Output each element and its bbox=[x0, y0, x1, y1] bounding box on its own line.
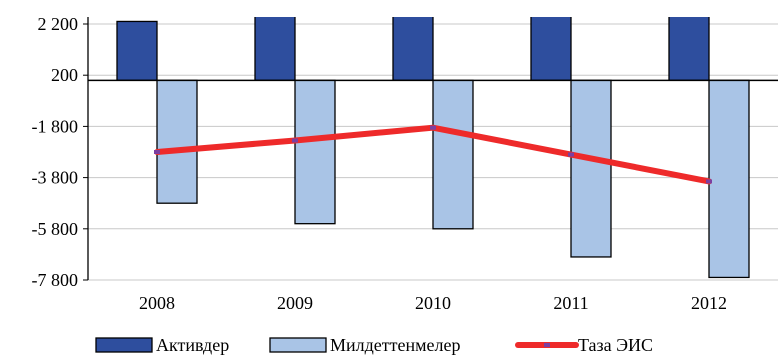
bar-liabilities-2011 bbox=[570, 79, 612, 258]
line-point-2009 bbox=[292, 138, 298, 143]
legend-label: Милдеттенмелер bbox=[330, 335, 460, 355]
bar-assets-2009 bbox=[254, 17, 296, 81]
line-point-2008 bbox=[154, 150, 160, 154]
x-tick-label: 2009 bbox=[277, 293, 313, 313]
y-tick-label: -7 800 bbox=[32, 270, 79, 290]
bar-assets-2011 bbox=[530, 17, 572, 81]
y-tick-label: 200 bbox=[51, 65, 78, 85]
bar-liabilities-2012 bbox=[708, 79, 750, 279]
bar-assets-2010 bbox=[392, 17, 434, 81]
legend: Активдер Милдеттенмелер Таза ЭИС bbox=[95, 335, 653, 355]
legend-item-net-iip: Таза ЭИС bbox=[515, 335, 653, 355]
bar-series bbox=[116, 17, 750, 279]
tick-labels: 2 200 200 -1 800 -3 800 -5 800 -7 800 2008 2009… bbox=[32, 14, 728, 313]
line-point-2012 bbox=[706, 179, 712, 184]
bar-assets-2008 bbox=[116, 20, 158, 81]
bar-assets-2012 bbox=[668, 17, 710, 81]
legend-swatch bbox=[269, 337, 327, 353]
legend-item-assets: Активдер bbox=[95, 335, 229, 355]
bar-liabilities-2008 bbox=[156, 79, 198, 204]
legend-item-liabilities: Милдеттенмелер bbox=[269, 335, 460, 355]
x-tick-label: 2008 bbox=[139, 293, 175, 313]
line-point-2010 bbox=[430, 125, 436, 130]
x-tick-label: 2012 bbox=[691, 293, 727, 313]
legend-label: Таза ЭИС bbox=[578, 335, 653, 355]
x-tick-label: 2010 bbox=[415, 293, 451, 313]
legend-marker bbox=[544, 343, 550, 347]
axes bbox=[83, 17, 778, 281]
bar-liabilities-2009 bbox=[294, 79, 336, 225]
bar-liabilities-2010 bbox=[432, 79, 474, 230]
x-tick-label: 2011 bbox=[553, 293, 588, 313]
line-series bbox=[154, 124, 712, 185]
legend-label: Активдер bbox=[156, 335, 229, 355]
y-tick-label: 2 200 bbox=[38, 14, 79, 34]
y-tick-label: -1 800 bbox=[32, 116, 79, 136]
y-tick-label: -5 800 bbox=[32, 219, 79, 239]
legend-swatch bbox=[95, 337, 153, 353]
y-tick-label: -3 800 bbox=[32, 168, 79, 188]
line-point-2011 bbox=[568, 152, 574, 157]
